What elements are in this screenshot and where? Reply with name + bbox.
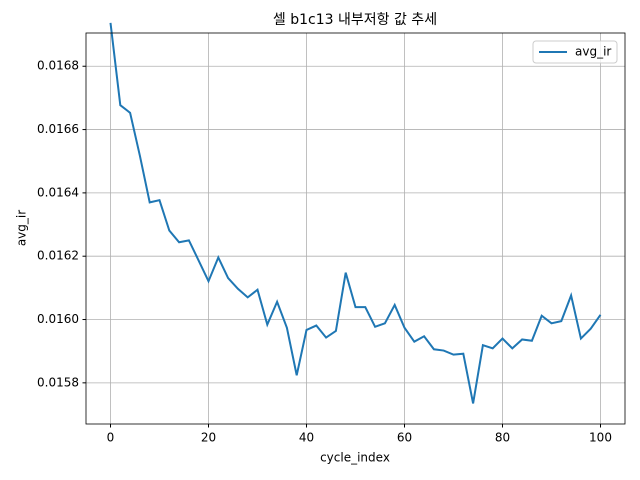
data-line (109, 22, 602, 404)
chart-title: 셀 b1c13 내부저항 값 추세 (273, 12, 437, 28)
y-tick-label: 0.0162 (37, 249, 79, 263)
x-tick-label: 100 (589, 431, 612, 445)
y-tick-label: 0.0158 (37, 375, 79, 389)
legend-box (532, 40, 618, 64)
x-tick-label: 80 (495, 431, 510, 445)
axes-frame (85, 32, 626, 425)
y-tick-label: 0.0160 (37, 312, 79, 326)
legend-label: avg_ir (575, 45, 611, 59)
x-tick-label: 0 (107, 431, 115, 445)
y-tick-label: 0.0164 (37, 185, 79, 199)
y-tick-label: 0.0166 (37, 122, 79, 136)
x-tick-label: 20 (201, 431, 216, 445)
y-tick-label: 0.0168 (37, 59, 79, 73)
x-tick-label: 60 (397, 431, 412, 445)
x-axis-label: cycle_index (320, 451, 390, 465)
x-tick-label: 40 (299, 431, 314, 445)
y-axis-label: avg_ir (15, 210, 29, 246)
